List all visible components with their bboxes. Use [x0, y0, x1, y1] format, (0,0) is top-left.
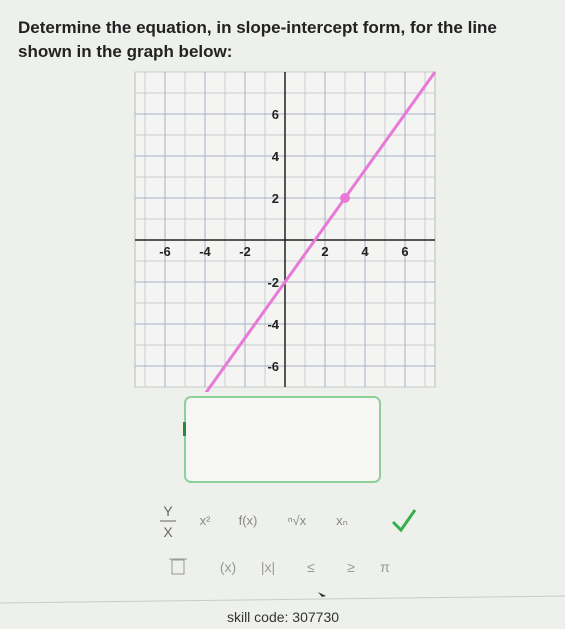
toolbar-button[interactable]: f(x): [239, 513, 258, 528]
cursor: [183, 422, 186, 436]
y-tick-label: 6: [272, 107, 279, 122]
mouse-pointer: [318, 592, 326, 597]
y-tick-label: -4: [267, 317, 279, 332]
x-tick-label: -2: [239, 244, 251, 259]
answer-box[interactable]: [184, 396, 381, 483]
toolbar-button[interactable]: ≤: [307, 559, 315, 575]
toolbar-button[interactable]: ≥: [347, 559, 355, 575]
toolbar-button[interactable]: |x|: [261, 559, 275, 575]
graph-point: [340, 193, 350, 203]
fraction-top[interactable]: Y: [163, 503, 173, 519]
x-tick-label: 2: [321, 244, 328, 259]
submit-check[interactable]: [391, 509, 417, 533]
x-tick-label: 4: [361, 244, 369, 259]
y-tick-label: 2: [272, 191, 279, 206]
graph-line: [204, 71, 437, 392]
x-tick-label: 6: [401, 244, 408, 259]
x-tick-label: -4: [199, 244, 211, 259]
toolbar-button[interactable]: x²: [200, 513, 212, 528]
y-tick-label: -6: [267, 359, 279, 374]
divider: [0, 595, 565, 604]
fraction-bottom[interactable]: X: [163, 524, 173, 540]
x-tick-label: -6: [159, 244, 171, 259]
toolbar-button[interactable]: xₙ: [336, 513, 348, 528]
toolbar-button[interactable]: ⁿ√x: [288, 513, 307, 528]
skill-code: skill code: 307730: [227, 609, 339, 625]
question: Determine the equation, in slope-interce…: [18, 18, 497, 61]
toolbar-button[interactable]: π: [380, 559, 390, 575]
trash-icon[interactable]: [169, 558, 187, 575]
y-tick-label: 4: [272, 149, 280, 164]
y-tick-label: -2: [267, 275, 279, 290]
toolbar-button[interactable]: (x): [220, 559, 236, 575]
